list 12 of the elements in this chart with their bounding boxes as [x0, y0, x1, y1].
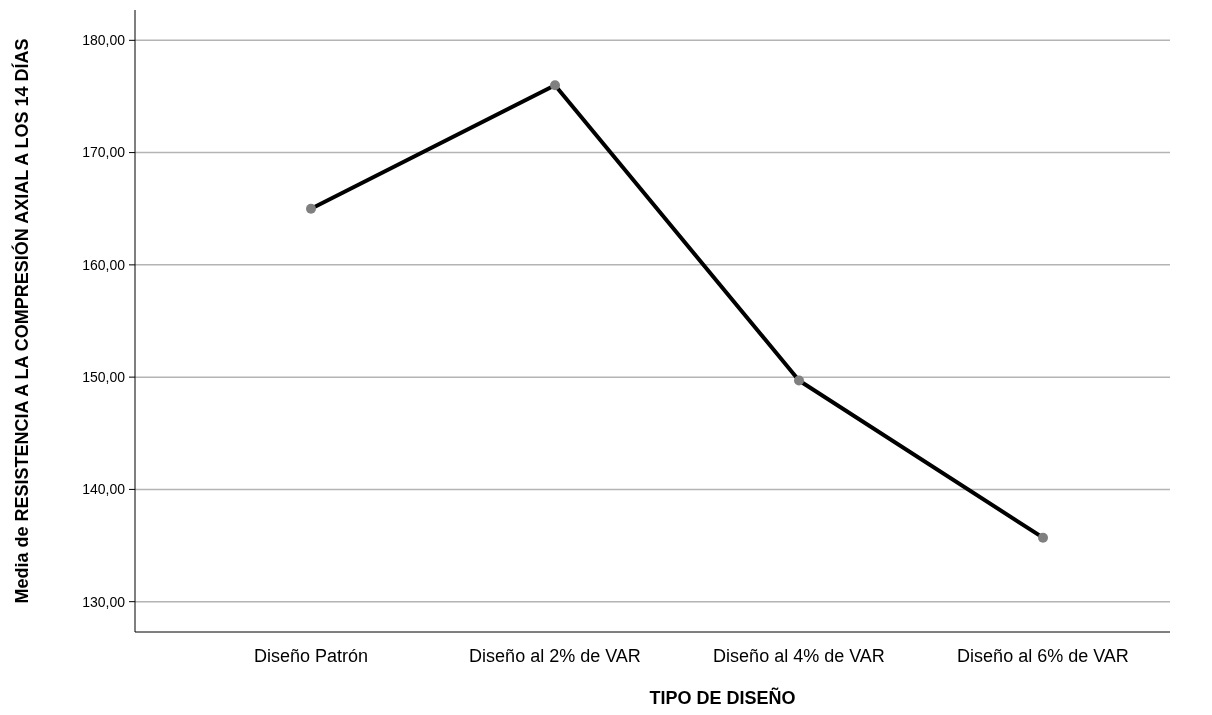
y-tick-label: 150,00 — [82, 369, 126, 386]
y-tick-label: 170,00 — [82, 144, 126, 161]
y-tick-label: 180,00 — [82, 32, 126, 49]
x-tick-label: Diseño al 6% de VAR — [957, 646, 1129, 666]
y-tick-label: 160,00 — [82, 256, 126, 273]
x-tick-label: Diseño Patrón — [253, 646, 369, 666]
y-tick-label: 140,00 — [82, 481, 126, 498]
x-axis-title: TIPO DE DISEÑO — [649, 687, 796, 708]
x-tick-label: Diseño al 2% de VAR — [469, 646, 641, 666]
y-tick-label: 130,00 — [82, 593, 126, 610]
x-tick-label: Diseño al 4% de VAR — [713, 646, 885, 666]
y-axis-title: Media de RESISTENCIA A LA COMPRESIÓN AXIAL A LOS 14 DÍAS — [11, 38, 32, 604]
